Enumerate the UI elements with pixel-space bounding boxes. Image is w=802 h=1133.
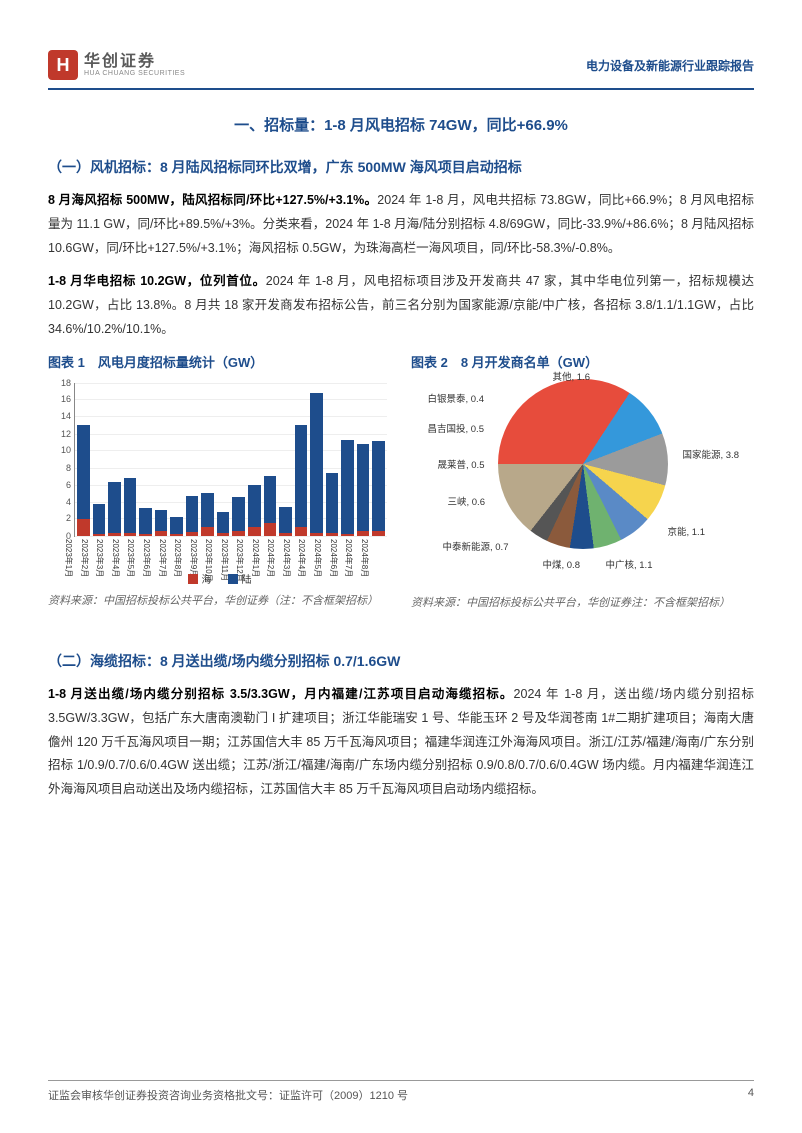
logo-mark-icon: H bbox=[48, 50, 78, 80]
footer-left: 证监会审核华创证券投资咨询业务资格批文号：证监许可（2009）1210 号 bbox=[48, 1087, 408, 1103]
paragraph-3: 1-8 月送出缆/场内缆分别招标 3.5/3.3GW，月内福建/江苏项目启动海缆… bbox=[48, 683, 754, 802]
logo-en: HUA CHUANG SECURITIES bbox=[84, 70, 185, 77]
subsection-2-title: （二）海缆招标：8 月送出缆/场内缆分别招标 0.7/1.6GW bbox=[48, 651, 754, 671]
p3-body: 2024 年 1-8 月，送出缆/场内缆分别招标 3.5GW/3.3GW，包括广… bbox=[48, 687, 754, 796]
p1-lead: 8 月海风招标 500MW，陆风招标同/环比+127.5%/+3.1%。 bbox=[48, 193, 377, 207]
logo: H 华创证券 HUA CHUANG SECURITIES bbox=[48, 50, 185, 80]
page-footer: 证监会审核华创证券投资咨询业务资格批文号：证监许可（2009）1210 号 4 bbox=[48, 1080, 754, 1103]
p3-lead: 1-8 月送出缆/场内缆分别招标 3.5/3.3GW，月内福建/江苏项目启动海缆… bbox=[48, 687, 514, 701]
paragraph-1: 8 月海风招标 500MW，陆风招标同/环比+127.5%/+3.1%。2024… bbox=[48, 189, 754, 260]
chart-2: 图表 2 8 月开发商名单（GW） 国家能源, 3.8京能, 1.1中广核, 1… bbox=[411, 352, 754, 612]
page-number: 4 bbox=[748, 1087, 754, 1103]
header-subtitle: 电力设备及新能源行业跟踪报告 bbox=[586, 57, 754, 74]
page-header: H 华创证券 HUA CHUANG SECURITIES 电力设备及新能源行业跟… bbox=[48, 50, 754, 90]
p2-lead: 1-8 月华电招标 10.2GW，位列首位。 bbox=[48, 274, 266, 288]
subsection-1-title: （一）风机招标：8 月陆风招标同环比双增，广东 500MW 海风项目启动招标 bbox=[48, 157, 754, 177]
charts-row: 图表 1 风电月度招标量统计（GW） 0246810121416182023年1… bbox=[48, 352, 754, 612]
chart-1-source: 资料来源：中国招标投标公共平台，华创证券（注：不含框架招标） bbox=[48, 593, 391, 610]
logo-text: 华创证券 HUA CHUANG SECURITIES bbox=[84, 54, 185, 77]
chart-1: 图表 1 风电月度招标量统计（GW） 0246810121416182023年1… bbox=[48, 352, 391, 612]
paragraph-2: 1-8 月华电招标 10.2GW，位列首位。2024 年 1-8 月，风电招标项… bbox=[48, 270, 754, 341]
chart-2-source: 资料来源：中国招标投标公共平台，华创证券注：不含框架招标） bbox=[411, 595, 754, 612]
chart-1-title: 图表 1 风电月度招标量统计（GW） bbox=[48, 352, 391, 371]
logo-cn: 华创证券 bbox=[84, 54, 185, 70]
pie-chart: 国家能源, 3.8京能, 1.1中广核, 1.1中煤, 0.8中泰新能源, 0.… bbox=[411, 379, 754, 589]
section-1-title: 一、招标量：1-8 月风电招标 74GW，同比+66.9% bbox=[48, 114, 754, 135]
bar-chart: 0246810121416182023年1月2023年2月2023年3月2023… bbox=[48, 377, 391, 587]
